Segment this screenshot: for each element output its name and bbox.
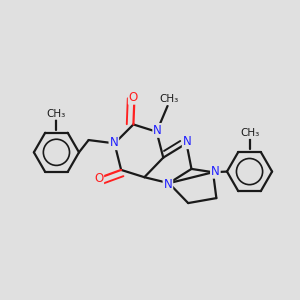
Text: O: O (94, 172, 103, 185)
Text: CH₃: CH₃ (47, 109, 66, 119)
Text: N: N (153, 124, 162, 137)
Text: N: N (183, 135, 191, 148)
Text: N: N (211, 165, 220, 178)
Text: O: O (129, 91, 138, 104)
Text: CH₃: CH₃ (240, 128, 259, 138)
Text: CH₃: CH₃ (159, 94, 178, 104)
Text: N: N (110, 136, 118, 149)
Text: N: N (164, 178, 172, 191)
